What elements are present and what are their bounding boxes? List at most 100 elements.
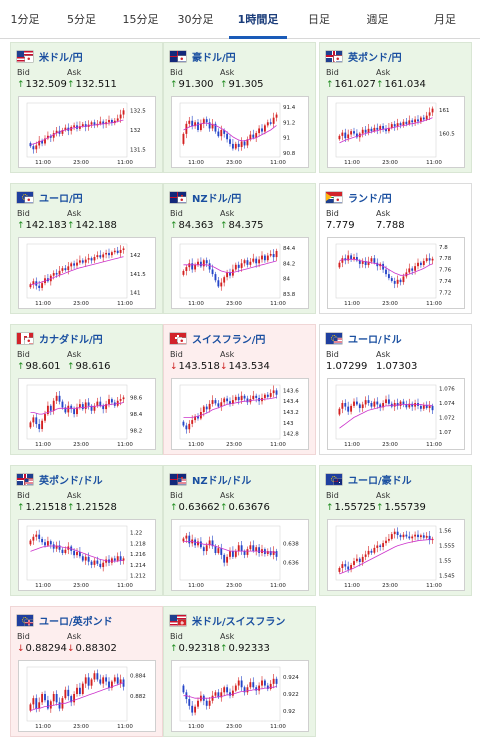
- candle: [261, 124, 263, 135]
- rate-card-4[interactable]: ユーロ/円 Bid Ask ↑142.183 ↑142.188 142 141.5 141 11…: [10, 183, 163, 314]
- candle: [411, 534, 414, 543]
- x-tick-label: 11:00: [35, 160, 51, 166]
- ask-value-text: 161.034: [384, 79, 426, 90]
- candlestick-chart[interactable]: 1.22 1.218 1.216 1.214 1.212 11:00 23:00 11:00: [18, 519, 156, 591]
- candle: [122, 108, 125, 119]
- rate-card-14[interactable]: 米ドル/スイスフラン Bid Ask ↑0.92318 ↑0.92333 0.924 0.9…: [163, 606, 316, 737]
- candlestick-chart[interactable]: 1.076 1.074 1.072 1.07 11:00 23:00 11:00: [327, 378, 465, 450]
- candle: [382, 123, 385, 133]
- rate-card-3[interactable]: 英ポンド/円 Bid Ask ↑161.027 ↑161.034 161 160.5 11:0…: [319, 42, 472, 173]
- pair-name-link[interactable]: NZドル/ドル: [192, 475, 252, 487]
- pair-name-link[interactable]: ユーロ/ドル: [348, 334, 402, 346]
- rate-card-12[interactable]: ユーロ/豪ドル Bid Ask ↑1.55725 ↑1.55739 1.56 1.555 1.…: [319, 465, 472, 596]
- candle: [185, 422, 188, 434]
- candlestick-chart[interactable]: 0.884 0.882 11:00 23:00 11:00: [18, 660, 156, 732]
- candle: [358, 131, 361, 142]
- rate-card-2[interactable]: 豪ドル/円 Bid Ask ↑91.300 ↑91.305 91.4 91.2 91 90.8 1…: [163, 42, 316, 173]
- moving-average-line: [339, 117, 433, 144]
- pair-name-link[interactable]: 英ポンド/ドル: [39, 475, 103, 487]
- candle: [417, 530, 419, 541]
- candle: [341, 561, 344, 573]
- tab-4[interactable]: 30分足: [177, 13, 214, 26]
- candle: [231, 139, 234, 151]
- bid-value-text: 161.027: [334, 79, 376, 90]
- pair-name-link[interactable]: NZドル/円: [192, 193, 242, 205]
- candle: [263, 678, 266, 689]
- tab-5[interactable]: 1時間足: [223, 0, 293, 39]
- arrow-up-icon: ↑: [17, 503, 25, 513]
- bid-value: ↑142.183: [17, 220, 67, 231]
- candle: [29, 702, 32, 713]
- candle: [269, 118, 272, 126]
- tab-6[interactable]: 日足: [308, 13, 330, 26]
- rate-card-5[interactable]: NZドル/円 Bid Ask ↑84.363 ↑84.375 84.4 84.2 84 83.8…: [163, 183, 316, 314]
- candle: [52, 398, 55, 415]
- candle: [353, 253, 355, 262]
- candlestick-chart[interactable]: 7.8 7.78 7.76 7.74 7.72 11:00 23:00 11:00: [327, 237, 465, 309]
- bid-label: Bid: [17, 68, 30, 77]
- candle: [364, 396, 367, 408]
- pair-name-link[interactable]: ユーロ/英ポンド: [39, 616, 113, 628]
- candle: [417, 258, 419, 270]
- arrow-down-icon: ↓: [67, 644, 75, 654]
- plot-frame: [179, 666, 281, 722]
- candlestick-chart[interactable]: 0.924 0.922 0.92 11:00 23:00 11:00: [171, 660, 309, 732]
- candle: [217, 128, 220, 138]
- candle: [61, 127, 64, 137]
- pair-name-link[interactable]: 英ポンド/円: [348, 52, 402, 64]
- candle: [199, 119, 202, 132]
- plot-frame: [335, 384, 437, 440]
- candle: [367, 123, 370, 136]
- pair-name-link[interactable]: 米ドル/スイスフラン: [192, 616, 286, 628]
- candlestick-chart[interactable]: 132.5 132 131.5 11:00 23:00 11:00: [18, 96, 156, 168]
- pair-name-link[interactable]: ランド/円: [348, 193, 392, 205]
- rate-card-9[interactable]: ユーロ/ドル Bid Ask 1.07299 1.07303 1.076 1.074 1.07…: [319, 324, 472, 455]
- candle: [393, 277, 396, 289]
- candle: [29, 282, 32, 289]
- pair-name-link[interactable]: 豪ドル/円: [192, 52, 236, 64]
- pair-name-link[interactable]: スイスフラン/円: [192, 334, 266, 346]
- bid-value-text: 98.601: [25, 361, 61, 372]
- x-tick-label: 23:00: [382, 442, 398, 448]
- candlestick-chart[interactable]: 143.6 143.4 143.2 143 142.8 11:00 23:00 11:00: [171, 378, 309, 450]
- chart-svg: 143.6 143.4 143.2 143 142.8 11:00 23:00 11:00: [179, 384, 299, 448]
- rate-card-8[interactable]: スイスフラン/円 Bid Ask ↓143.518 ↓143.534 143.6 143.4…: [163, 324, 316, 455]
- candle: [358, 402, 361, 413]
- candle: [382, 400, 385, 411]
- pair-name-link[interactable]: カナダドル/円: [39, 334, 103, 346]
- candlestick-chart[interactable]: 142 141.5 141 11:00 23:00 11:00: [18, 237, 156, 309]
- candle: [223, 275, 226, 287]
- tab-8[interactable]: 月足: [434, 13, 456, 26]
- candle: [194, 262, 197, 273]
- x-tick-label: 23:00: [73, 583, 89, 589]
- rate-card-10[interactable]: 英ポンド/ドル Bid Ask ↑1.21518 ↑1.21528 1.22 1.218 1.…: [10, 465, 163, 596]
- plot-frame: [179, 102, 281, 158]
- pair-name-link[interactable]: ユーロ/円: [39, 193, 83, 205]
- tab-1[interactable]: 1分足: [10, 13, 40, 26]
- candle: [263, 253, 266, 263]
- candlestick-chart[interactable]: 84.4 84.2 84 83.8 11:00 23:00 11:00: [171, 237, 309, 309]
- candlestick-chart[interactable]: 1.56 1.555 1.55 1.545 11:00 23:00 11:00: [327, 519, 465, 591]
- rate-card-13[interactable]: ユーロ/英ポンド Bid Ask ↓0.88294 ↓0.88302 0.884 0.882…: [10, 606, 163, 737]
- candlestick-chart[interactable]: 0.638 0.636 11:00 23:00 11:00: [171, 519, 309, 591]
- ask-label: Ask: [376, 350, 391, 359]
- tab-7[interactable]: 週足: [366, 13, 389, 26]
- candlestick-chart[interactable]: 161 160.5 11:00 23:00 11:00: [327, 96, 465, 168]
- candle: [353, 127, 355, 136]
- candlestick-chart[interactable]: 91.4 91.2 91 90.8 11:00 23:00 11:00: [171, 96, 309, 168]
- bid-label: Bid: [170, 68, 183, 77]
- rate-card-1[interactable]: 米ドル/円 Bid Ask ↑132.509 ↑132.511 132.5 132 131.5…: [10, 42, 163, 173]
- rate-card-6[interactable]: ランド/円 Bid Ask 7.779 7.788 7.8 7.78 7.76 7.74 7.72…: [319, 183, 472, 314]
- candle: [258, 125, 261, 137]
- candle: [275, 112, 278, 122]
- rate-card-7[interactable]: カナダドル/円 Bid Ask ↑98.601 ↑98.616 98.6 98.4 98.2 1…: [10, 324, 163, 455]
- pair-name-link[interactable]: 米ドル/円: [39, 52, 83, 64]
- pair-name-link[interactable]: ユーロ/豪ドル: [348, 475, 412, 487]
- tab-2[interactable]: 5分足: [67, 13, 96, 26]
- candle: [188, 531, 191, 548]
- tab-3[interactable]: 15分足: [122, 13, 159, 26]
- plot-frame: [335, 243, 437, 299]
- moving-average-line: [183, 122, 277, 142]
- candlestick-chart[interactable]: 98.6 98.4 98.2 11:00 23:00 11:00: [18, 378, 156, 450]
- rate-card-11[interactable]: NZドル/ドル Bid Ask ↑0.63662 ↑0.63676 0.638 0.636 1…: [163, 465, 316, 596]
